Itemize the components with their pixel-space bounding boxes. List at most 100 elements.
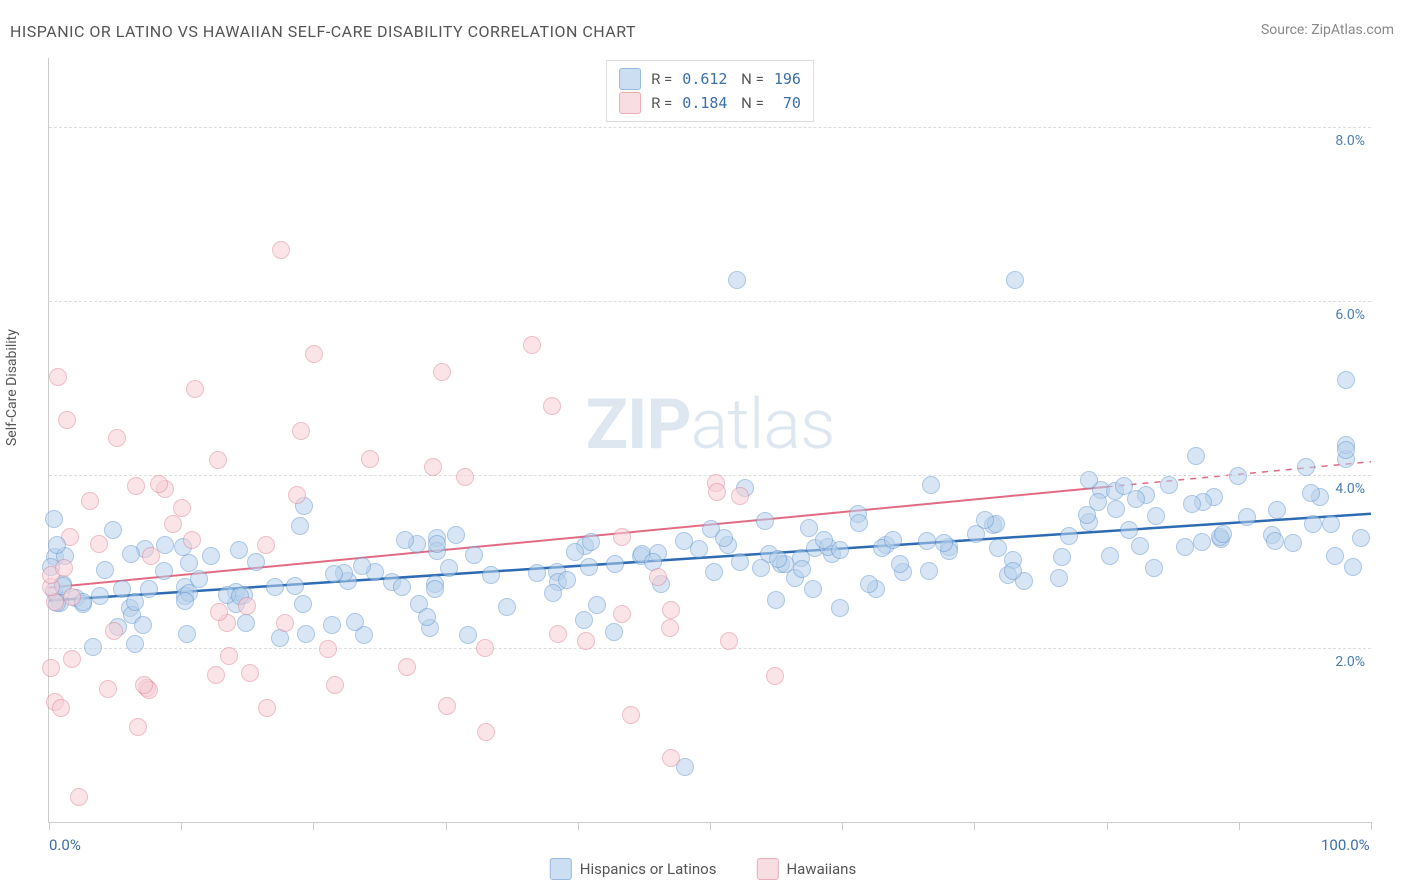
scatter-point: [549, 625, 567, 643]
scatter-point: [326, 676, 344, 694]
x-tick: [974, 822, 975, 830]
scatter-point: [393, 578, 411, 596]
scatter-point: [800, 519, 818, 537]
scatter-point: [498, 598, 516, 616]
scatter-point: [1078, 506, 1096, 524]
scatter-point: [164, 515, 182, 533]
scatter-point: [1337, 371, 1355, 389]
scatter-point: [575, 611, 593, 629]
scatter-point: [582, 533, 600, 551]
scatter-point: [922, 476, 940, 494]
scatter-point: [238, 597, 256, 615]
scatter-point: [418, 608, 436, 626]
scatter-point: [142, 547, 160, 565]
scatter-point: [126, 635, 144, 653]
scatter-point: [81, 492, 99, 510]
scatter-point: [1107, 500, 1125, 518]
scatter-point: [1238, 508, 1256, 526]
x-tick-label: 0.0%: [49, 836, 81, 854]
scatter-point: [241, 664, 259, 682]
x-tick: [313, 822, 314, 830]
n-label: N =: [737, 91, 763, 115]
scatter-point: [294, 595, 312, 613]
scatter-point: [1304, 515, 1322, 533]
stats-row-hawaiian: R = 0.184 N = 70: [619, 91, 801, 115]
scatter-point: [129, 718, 147, 736]
scatter-point: [728, 271, 746, 289]
scatter-point: [96, 561, 114, 579]
scatter-point: [1193, 533, 1211, 551]
scatter-point: [323, 616, 341, 634]
bottom-legend: Hispanics or Latinos Hawaiians: [550, 858, 856, 880]
scatter-point: [440, 559, 458, 577]
scatter-point: [705, 563, 723, 581]
scatter-point: [438, 697, 456, 715]
y-axis-label: Self-Care Disability: [4, 329, 20, 446]
legend-item-hawaiian: Hawaiians: [756, 858, 856, 880]
scatter-point: [1160, 476, 1178, 494]
scatter-point: [731, 487, 749, 505]
scatter-point: [105, 622, 123, 640]
scatter-point: [42, 659, 60, 677]
scatter-point: [1352, 529, 1370, 547]
scatter-point: [1187, 447, 1205, 465]
gridline-horizontal: [49, 648, 1371, 649]
scatter-point: [661, 619, 679, 637]
scatter-point: [180, 554, 198, 572]
scatter-point: [247, 553, 265, 571]
scatter-point: [230, 541, 248, 559]
scatter-point: [989, 539, 1007, 557]
scatter-point: [1145, 559, 1163, 577]
y-tick-label: 4.0%: [1335, 481, 1365, 497]
scatter-point: [482, 566, 500, 584]
scatter-point: [1183, 495, 1201, 513]
scatter-point: [271, 629, 289, 647]
scatter-point: [90, 535, 108, 553]
legend-label-hawaiian: Hawaiians: [786, 860, 856, 878]
scatter-point: [935, 534, 953, 552]
scatter-point: [662, 601, 680, 619]
scatter-point: [186, 380, 204, 398]
swatch-pink: [619, 92, 641, 114]
scatter-point: [752, 559, 770, 577]
scatter-point: [104, 521, 122, 539]
scatter-point: [183, 531, 201, 549]
scatter-point: [1284, 534, 1302, 552]
scatter-point: [433, 363, 451, 381]
scatter-point: [58, 411, 76, 429]
x-tick: [1239, 822, 1240, 830]
scatter-point: [361, 450, 379, 468]
scatter-point: [1266, 532, 1284, 550]
scatter-point: [544, 584, 562, 602]
y-tick-label: 8.0%: [1335, 133, 1365, 149]
stats-row-hispanic: R = 0.612 N = 196: [619, 67, 801, 91]
scatter-point: [135, 676, 153, 694]
scatter-plot-area: ZIPatlas R = 0.612 N = 196 R = 0.184 N =…: [48, 58, 1371, 823]
scatter-point: [456, 468, 474, 486]
watermark-light: atlas: [691, 384, 835, 466]
scatter-point: [767, 591, 785, 609]
scatter-point: [720, 632, 738, 650]
scatter-point: [528, 564, 546, 582]
scatter-point: [566, 543, 584, 561]
scatter-point: [1229, 467, 1247, 485]
scatter-point: [297, 625, 315, 643]
scatter-point: [176, 592, 194, 610]
scatter-point: [613, 528, 631, 546]
scatter-point: [804, 580, 822, 598]
scatter-point: [202, 547, 220, 565]
scatter-point: [523, 336, 541, 354]
x-tick: [710, 822, 711, 830]
scatter-point: [1004, 562, 1022, 580]
scatter-point: [459, 626, 477, 644]
r-value-hawaiian: 0.184: [682, 91, 727, 115]
x-tick: [842, 822, 843, 830]
scatter-point: [424, 458, 442, 476]
correlation-stats-box: R = 0.612 N = 196 R = 0.184 N = 70: [606, 60, 814, 122]
scatter-point: [1131, 537, 1149, 555]
scatter-point: [292, 422, 310, 440]
scatter-point: [1176, 538, 1194, 556]
x-tick: [578, 822, 579, 830]
gridline-horizontal: [49, 301, 1371, 302]
scatter-point: [127, 477, 145, 495]
